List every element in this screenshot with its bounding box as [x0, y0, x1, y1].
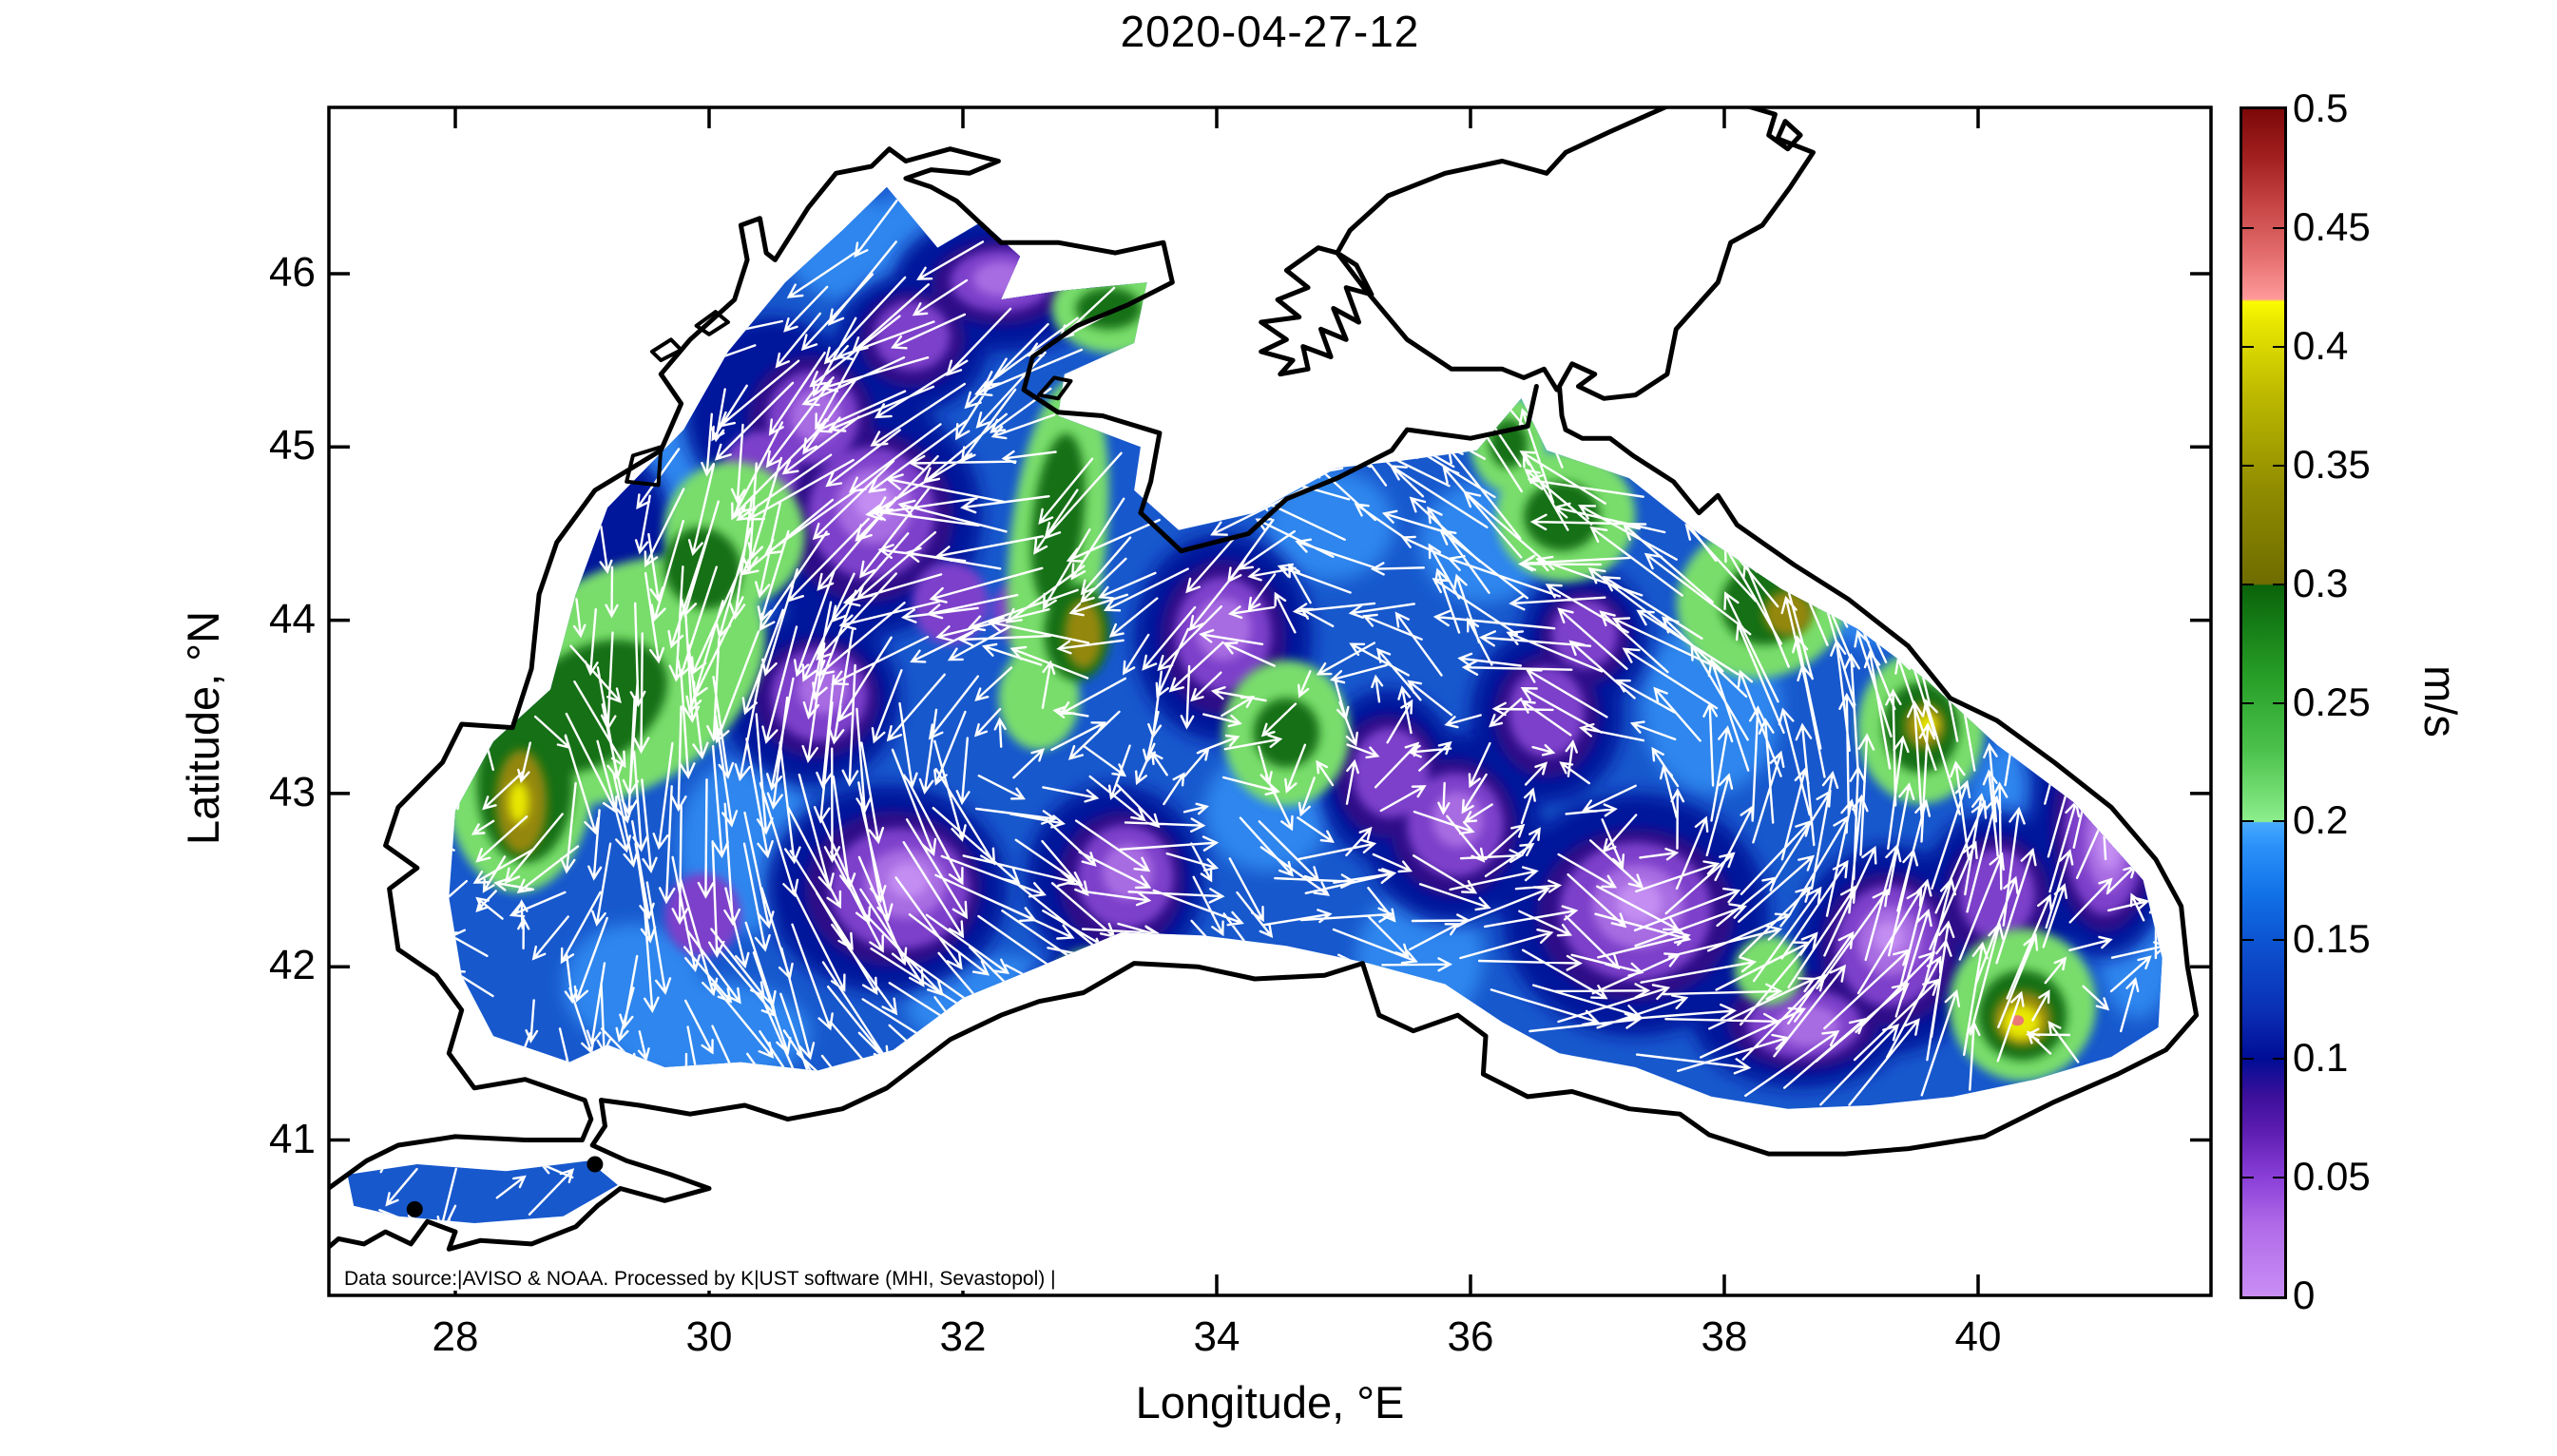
colorbar-tick: [2242, 464, 2254, 467]
colorbar-tick-label: 0.1: [2293, 1035, 2349, 1081]
colorbar-tick: [2273, 1177, 2284, 1179]
colorbar-tick-label: 0.5: [2293, 86, 2349, 130]
page-title: 2020-04-27-12: [1120, 7, 1420, 56]
axis-tick-marks: [329, 107, 2211, 1295]
y-tick-label: 46: [269, 249, 316, 296]
colorbar-tick: [2273, 939, 2284, 942]
colorbar-tick: [2242, 1177, 2254, 1179]
colorbar-tick: [2273, 464, 2284, 467]
colorbar-tick-label: 0.25: [2293, 679, 2371, 724]
colorbar-tick: [2273, 820, 2284, 823]
attribution-text: Data source:|AVISO & NOAA. Processed by …: [340, 1268, 1060, 1291]
colorbar-tick: [2273, 701, 2284, 704]
x-axis-label: Longitude, °E: [1135, 1377, 1405, 1427]
current-speed-field: [347, 186, 2163, 1223]
colorbar-tick: [2242, 583, 2254, 585]
y-tick-label: 43: [269, 768, 316, 815]
colorbar-tick: [2273, 583, 2284, 585]
colorbar-tick-label: 0.4: [2293, 322, 2349, 368]
x-tick-label: 32: [939, 1313, 987, 1360]
colorbar-tick: [2242, 345, 2254, 348]
x-tick-label: 36: [1447, 1313, 1494, 1360]
colorbar-tick-label: 0.45: [2293, 203, 2371, 249]
colorbar-tick: [2242, 701, 2254, 704]
y-tick-label: 42: [269, 942, 316, 989]
x-tick-label: 28: [432, 1313, 479, 1360]
colorbar-tick-label: 0.35: [2293, 441, 2371, 487]
colorbar-unit-label: m/s: [2415, 665, 2466, 738]
x-tick-label: 30: [685, 1313, 733, 1360]
colorbar-tick: [2273, 226, 2284, 229]
y-tick-label: 41: [269, 1115, 316, 1162]
colorbar-tick: [2273, 1058, 2284, 1061]
y-axis-label: Latitude, °N: [178, 610, 228, 846]
x-tick-label: 34: [1193, 1313, 1240, 1360]
x-tick-label: 40: [1954, 1313, 2002, 1360]
coastline: [329, 107, 2200, 1252]
colorbar-tick-label: 0.15: [2293, 916, 2371, 962]
y-tick-label: 44: [269, 595, 316, 642]
colorbar-tick: [2242, 820, 2254, 823]
colorbar-tick: [2242, 939, 2254, 942]
colorbar-tick: [2242, 1058, 2254, 1061]
x-tick-label: 38: [1701, 1313, 1748, 1360]
map-clip-group: [329, 107, 2200, 1252]
plot-frame: [327, 105, 2213, 1297]
colorbar-tick: [2273, 345, 2284, 348]
colorbar-tick-label: 0.3: [2293, 560, 2349, 605]
colorbar-tick-label: 0.2: [2293, 797, 2349, 843]
colorbar-tick-label: 0.05: [2293, 1154, 2371, 1199]
colorbar-tick-label: 0: [2293, 1273, 2316, 1317]
y-tick-label: 45: [269, 422, 316, 469]
colorbar-tick: [2242, 226, 2254, 229]
colorbar: [2240, 106, 2287, 1299]
